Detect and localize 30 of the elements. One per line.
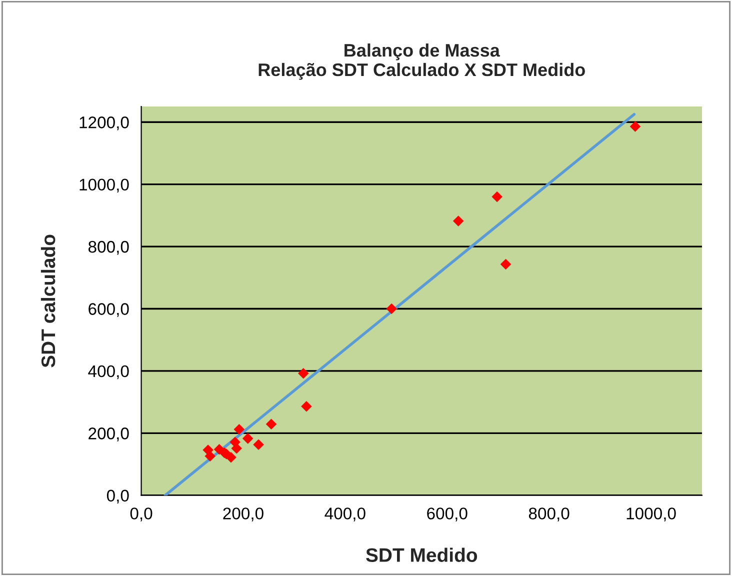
point [214,444,225,455]
y-tick-label: 1000,0 [80,178,129,192]
point [242,433,254,444]
point [452,216,464,226]
x-tick-label: 1000,0 [626,508,676,522]
y-tick-label: 800,0 [88,240,129,255]
point [386,303,397,314]
point [500,258,512,270]
point [298,368,309,379]
chart-title: Balanço de Massa Relação SDT Calculado X SDT Medido [258,43,585,80]
x-tick-label: 600,0 [427,508,468,522]
point [301,401,312,412]
x-tick-label: 0,0 [130,508,152,522]
x-tick-label: 400,0 [324,508,366,522]
point [266,418,277,430]
y-tick-label: 400,0 [88,365,129,380]
y-axis-title: SDT calculado [40,234,56,368]
y-tick-label: 200,0 [88,428,129,442]
point [234,424,245,435]
point [492,191,502,202]
y-tick-label: 600,0 [88,303,129,317]
y-tick-label: 1200,0 [80,116,129,130]
point [253,439,264,450]
point [231,443,242,454]
point [630,121,641,132]
y-tick-label: 0,0 [106,490,129,504]
x-tick-label: 800,0 [528,508,570,522]
point [202,444,214,456]
x-tick-label: 200,0 [223,508,264,522]
x-axis-title: SDT Medido [366,548,478,562]
